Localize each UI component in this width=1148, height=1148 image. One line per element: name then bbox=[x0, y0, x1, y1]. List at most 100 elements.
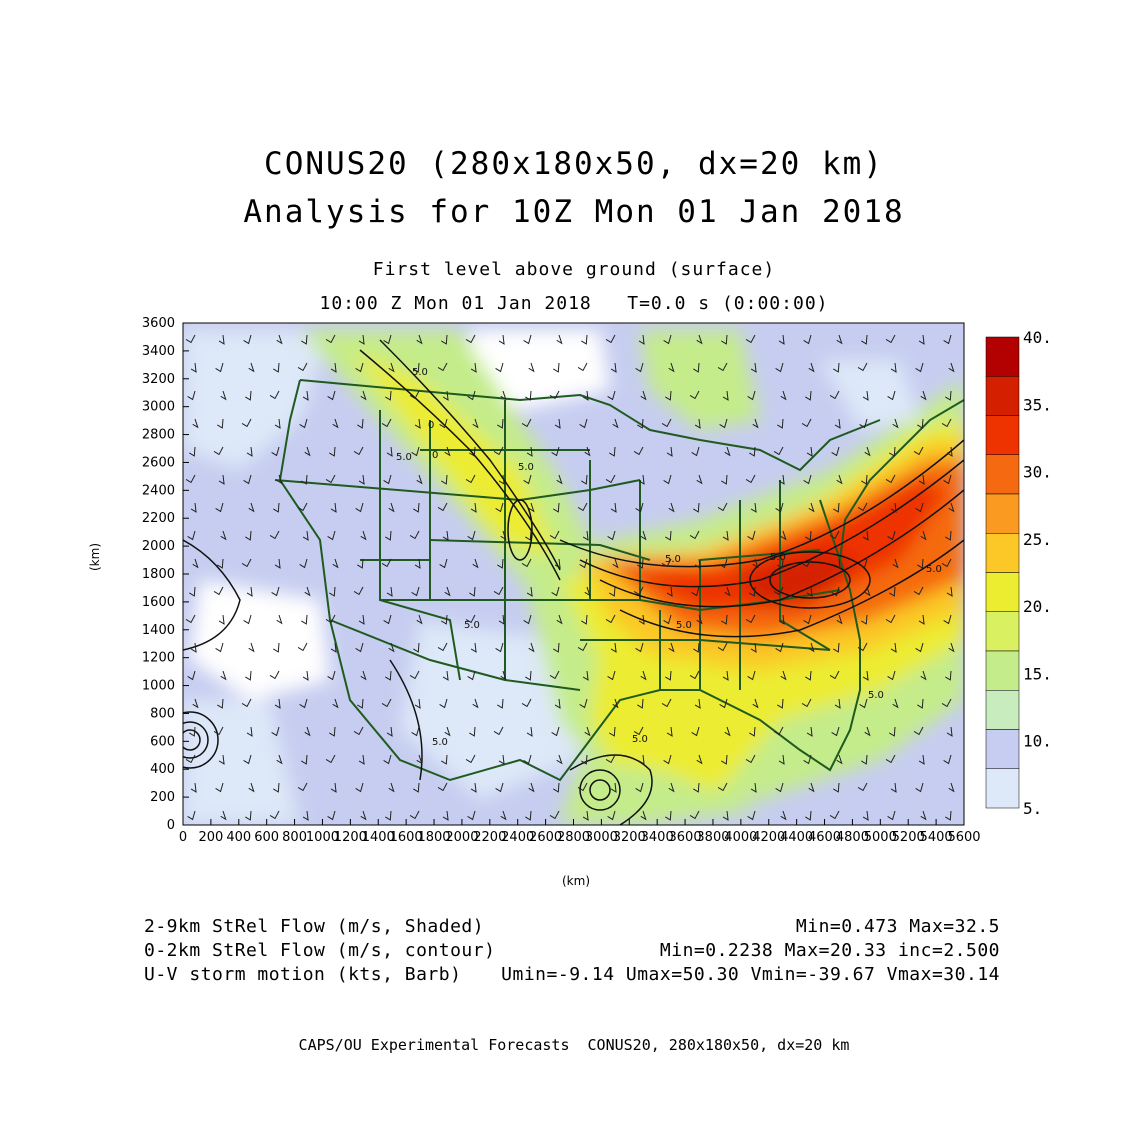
x-tick-label: 3000 bbox=[585, 830, 618, 845]
wind-barb bbox=[330, 502, 337, 513]
wind-barb bbox=[528, 362, 535, 373]
wind-barb bbox=[915, 502, 924, 513]
x-tick-label: 200 bbox=[198, 830, 223, 845]
wind-barb bbox=[609, 726, 616, 737]
wind-barb bbox=[829, 390, 840, 400]
wind-barb bbox=[579, 418, 588, 429]
wind-barb bbox=[610, 502, 617, 513]
x-tick-label: 3400 bbox=[641, 830, 674, 845]
wind-barb bbox=[442, 390, 449, 401]
wind-barb bbox=[301, 334, 308, 345]
legend-contour-stats: Min=0.2238 Max=20.33 inc=2.500 bbox=[659, 940, 1000, 961]
wind-barb bbox=[388, 642, 395, 653]
wind-barb bbox=[724, 446, 731, 457]
wind-barb bbox=[551, 446, 560, 457]
x-tick-label: 2800 bbox=[557, 830, 590, 845]
wind-barb bbox=[722, 530, 729, 541]
contour-label: 5.0 bbox=[632, 734, 648, 745]
wind-barb bbox=[918, 334, 925, 345]
x-tick-label: 1400 bbox=[362, 830, 395, 845]
wind-barb bbox=[833, 642, 840, 653]
colorbar-swatch bbox=[985, 533, 1020, 573]
wind-barb bbox=[887, 810, 896, 821]
wind-barb bbox=[523, 334, 532, 345]
wind-barb bbox=[521, 698, 532, 708]
wind-barb bbox=[948, 642, 955, 653]
wind-barb bbox=[276, 614, 283, 625]
wind-barb bbox=[551, 726, 560, 737]
wind-barb bbox=[553, 642, 560, 653]
wind-barb bbox=[549, 670, 560, 680]
wind-barb bbox=[273, 502, 280, 513]
x-tick-label: 800 bbox=[282, 830, 307, 845]
wind-barb bbox=[857, 362, 868, 372]
wind-barb bbox=[747, 390, 756, 401]
wind-barb bbox=[780, 670, 787, 681]
wind-barb bbox=[556, 474, 563, 485]
wind-barb bbox=[943, 334, 952, 345]
wind-barb bbox=[780, 390, 787, 401]
x-tick-label: 600 bbox=[254, 830, 279, 845]
wind-barb bbox=[834, 698, 841, 709]
wind-barb bbox=[638, 614, 645, 625]
wind-barb bbox=[439, 558, 448, 569]
wind-barb bbox=[360, 390, 367, 401]
wind-barb bbox=[386, 586, 393, 597]
y-tick-label: 3200 bbox=[142, 372, 175, 387]
wind-barb bbox=[750, 782, 757, 793]
x-tick-label: 2600 bbox=[529, 830, 562, 845]
wind-barb bbox=[773, 726, 784, 736]
x-tick-label: 1200 bbox=[334, 830, 367, 845]
wind-barb bbox=[829, 810, 840, 820]
wind-barb bbox=[806, 446, 813, 457]
wind-barb bbox=[582, 810, 589, 821]
wind-barb bbox=[946, 446, 953, 457]
wind-barb bbox=[638, 754, 645, 765]
wind-barb bbox=[523, 754, 532, 765]
colorbar-swatch bbox=[985, 611, 1020, 652]
wind-barb bbox=[663, 614, 672, 625]
wind-barb bbox=[859, 698, 868, 709]
wind-barb bbox=[273, 362, 280, 373]
wind-barb bbox=[414, 698, 421, 709]
wind-barb bbox=[915, 362, 924, 373]
wind-barb bbox=[691, 586, 700, 597]
wind-barb bbox=[745, 474, 756, 484]
wind-barb bbox=[607, 810, 616, 821]
x-tick-label: 3200 bbox=[613, 830, 646, 845]
wind-barb bbox=[864, 446, 871, 457]
wind-barb bbox=[581, 754, 588, 765]
wind-barb bbox=[498, 614, 505, 625]
colorbar-swatch bbox=[985, 572, 1020, 612]
wind-barb bbox=[523, 614, 532, 625]
wind-barb bbox=[948, 502, 955, 513]
wind-barb bbox=[633, 726, 644, 736]
wind-barb bbox=[301, 474, 308, 485]
wind-barb bbox=[470, 502, 477, 513]
x-axis-title: (km) bbox=[562, 874, 591, 888]
wind-barb bbox=[271, 446, 280, 457]
wind-barb bbox=[836, 474, 843, 485]
wind-barb bbox=[920, 390, 927, 401]
wind-barb bbox=[778, 334, 785, 345]
wind-barb bbox=[635, 362, 644, 373]
level-label: First level above ground (surface) bbox=[372, 259, 776, 280]
wind-barb bbox=[469, 726, 476, 737]
wind-barb bbox=[355, 642, 364, 653]
y-tick-label: 800 bbox=[150, 706, 175, 721]
wind-barb bbox=[241, 698, 252, 708]
wind-barb bbox=[696, 334, 703, 345]
colorbar-swatch bbox=[985, 650, 1020, 691]
wind-barb bbox=[749, 726, 756, 737]
wind-barb bbox=[752, 558, 759, 569]
wind-barb bbox=[689, 810, 700, 820]
wind-barb bbox=[327, 530, 336, 541]
wind-barb bbox=[411, 586, 420, 597]
wind-barb bbox=[497, 558, 504, 569]
wind-barb bbox=[220, 670, 227, 681]
wind-barb bbox=[941, 558, 952, 568]
wind-barb bbox=[752, 698, 759, 709]
wind-barb bbox=[525, 810, 532, 821]
x-tick-label: 5000 bbox=[864, 830, 897, 845]
wind-barb bbox=[885, 334, 896, 344]
